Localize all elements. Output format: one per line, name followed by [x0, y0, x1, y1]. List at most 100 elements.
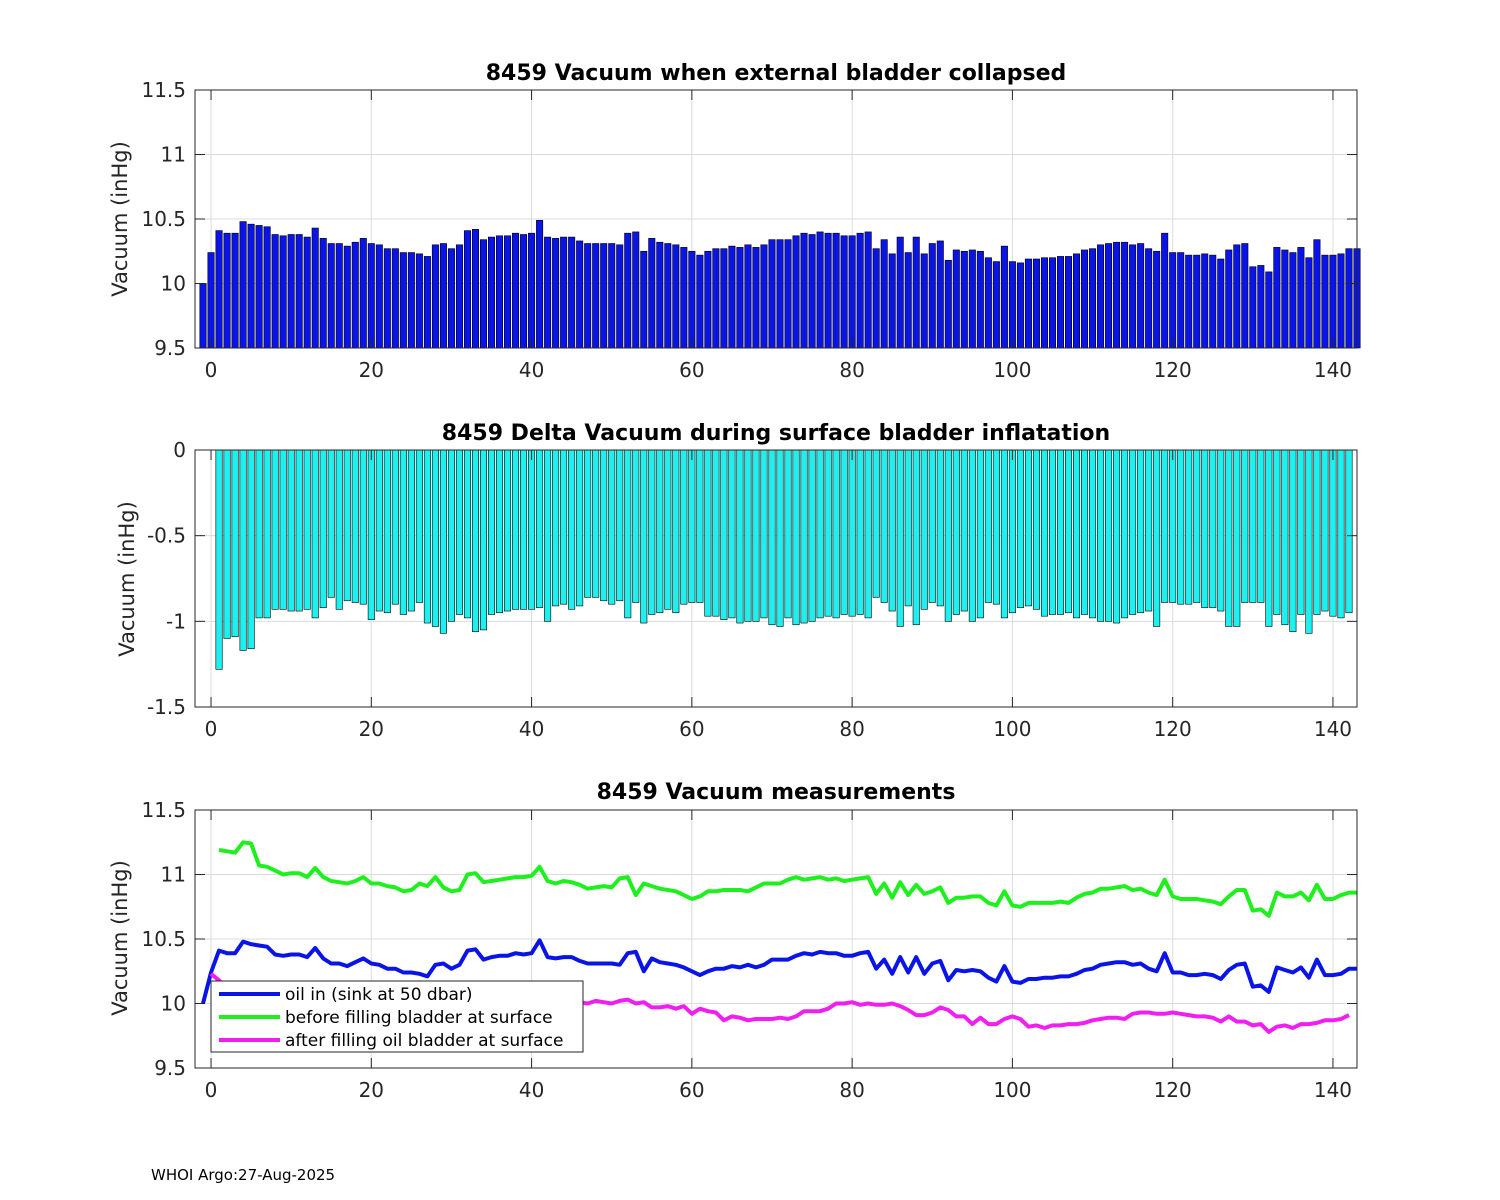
bar [383, 449, 391, 614]
bar [223, 232, 231, 349]
bar [840, 449, 848, 615]
bar [736, 247, 744, 349]
bar [335, 243, 343, 349]
bar [1321, 449, 1329, 612]
bar [351, 241, 359, 349]
bar [896, 236, 904, 349]
bar [287, 234, 295, 349]
x-tick-label: 60 [679, 358, 704, 382]
bar [704, 449, 712, 617]
bar [672, 449, 680, 614]
bar [327, 243, 335, 349]
y-tick-label: 11.5 [141, 798, 186, 822]
bar [800, 232, 808, 349]
bar [1153, 250, 1161, 349]
bar [295, 234, 303, 349]
bar [295, 449, 303, 612]
x-tick-label: 140 [1314, 1078, 1352, 1102]
y-axis-label: Vacuum (inHg) [108, 860, 132, 1016]
bar [439, 449, 447, 634]
bar [832, 232, 840, 349]
bars [199, 219, 1361, 349]
bar [624, 232, 632, 349]
bar [680, 247, 688, 349]
bar [992, 261, 1000, 349]
bar [744, 244, 752, 349]
bar [1297, 449, 1305, 615]
bar [271, 449, 279, 610]
bar [1121, 241, 1129, 349]
y-tick-label: 10 [161, 992, 186, 1016]
bar [1313, 449, 1321, 615]
bar [1241, 449, 1249, 603]
bar [1201, 449, 1209, 608]
bar [431, 449, 439, 627]
bar [872, 248, 880, 349]
bar [407, 252, 415, 349]
bar [952, 249, 960, 349]
bar [936, 240, 944, 349]
bar [1233, 449, 1241, 627]
bar [664, 243, 672, 349]
bar [496, 449, 504, 614]
bar [1329, 254, 1337, 349]
y-tick-label: 10 [161, 272, 186, 296]
legend: oil in (sink at 50 dbar) before filling b… [210, 980, 584, 1053]
bar [872, 449, 880, 598]
x-tick-label: 140 [1314, 717, 1352, 741]
bar [247, 449, 255, 650]
bar [1249, 266, 1257, 349]
bar [584, 449, 592, 598]
bar [1056, 256, 1064, 349]
bar [760, 449, 768, 619]
x-tick-label: 140 [1314, 358, 1352, 382]
bar [423, 449, 431, 624]
y-tick-label: -1 [166, 609, 186, 633]
bar [247, 223, 255, 349]
bar [552, 449, 560, 607]
x-tick-label: 0 [205, 1078, 218, 1102]
bar [1177, 449, 1185, 605]
bar [479, 449, 488, 631]
bar [1169, 449, 1177, 603]
bar [239, 449, 247, 651]
bar [632, 449, 640, 603]
bar [1249, 449, 1257, 603]
bar [488, 236, 496, 349]
ticks: 0 20 40 60 80 100 120 140 -1.5 -1 -0.5 0 [147, 438, 1357, 741]
bar [1024, 258, 1032, 349]
bar [255, 449, 263, 619]
bar [1048, 449, 1056, 615]
bar [720, 248, 728, 349]
bar [263, 226, 271, 349]
bar [896, 449, 904, 627]
bar [928, 243, 936, 349]
bar [1233, 244, 1241, 349]
bar [1289, 449, 1297, 632]
bar [944, 449, 952, 622]
bar [888, 449, 896, 612]
bar [1097, 244, 1105, 349]
bar [1289, 252, 1297, 349]
bar [792, 449, 800, 626]
bar [1008, 449, 1016, 614]
bar [1145, 449, 1153, 612]
bar [319, 449, 327, 608]
bar [1305, 449, 1313, 634]
bar [231, 232, 239, 349]
x-tick-label: 40 [519, 717, 544, 741]
axes-box [194, 449, 1358, 708]
bar [415, 253, 423, 349]
bar [1040, 257, 1048, 349]
x-tick-label: 100 [993, 358, 1031, 382]
bar [568, 236, 576, 349]
x-tick-label: 40 [519, 358, 544, 382]
x-tick-label: 20 [359, 1078, 384, 1102]
bar [455, 449, 463, 615]
bar [720, 449, 728, 620]
bar [303, 236, 311, 349]
bar [1032, 258, 1040, 349]
bar [784, 449, 792, 619]
bar [1153, 449, 1161, 627]
